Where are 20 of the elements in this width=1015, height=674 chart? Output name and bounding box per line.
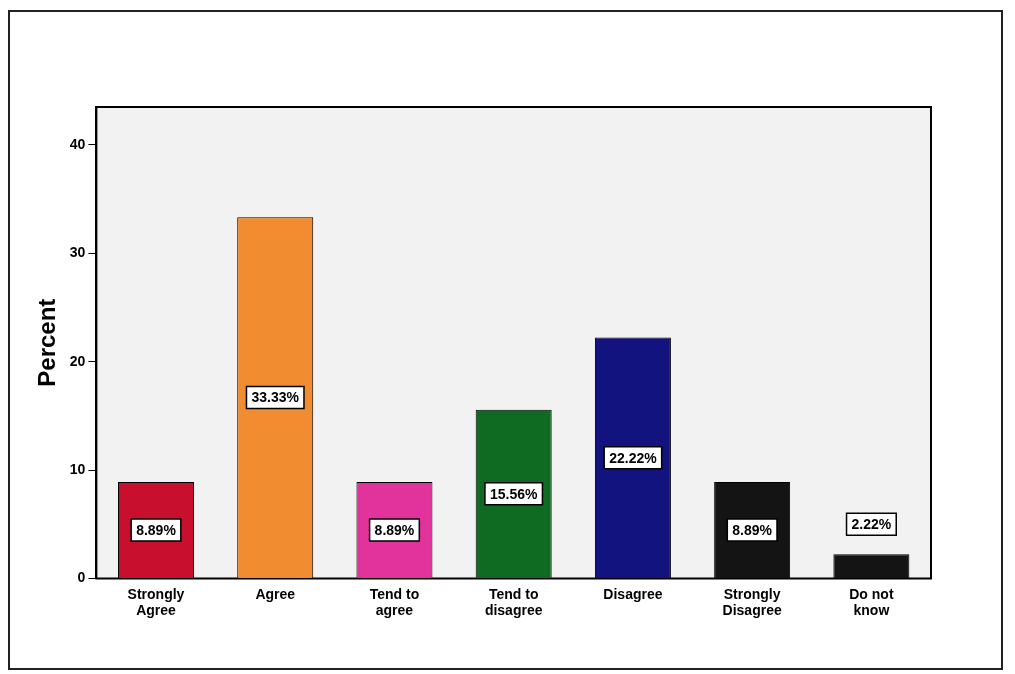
- y-tick-label: 30: [69, 244, 86, 261]
- data-label: 8.89%: [136, 521, 177, 538]
- data-label: 22.22%: [609, 449, 658, 466]
- data-label: 15.56%: [489, 485, 538, 502]
- data-label: 2.22%: [851, 516, 892, 533]
- y-tick-label: 20: [69, 352, 86, 369]
- x-tick-label: Agree: [255, 585, 296, 602]
- x-tick-label: Tend to disagree: [484, 585, 543, 619]
- x-tick-label: Tend to agree: [369, 585, 420, 619]
- y-axis-title: Percent: [33, 298, 61, 387]
- x-tick-label: Strongly Agree: [127, 585, 185, 619]
- data-label: 8.89%: [374, 521, 415, 538]
- x-tick-label: Do not know: [849, 585, 894, 619]
- y-tick-label: 0: [77, 569, 86, 586]
- x-tick-label: Disagree: [603, 585, 663, 602]
- data-label: 8.89%: [732, 521, 773, 538]
- y-tick-label: 40: [69, 135, 86, 152]
- y-tick-label: 10: [69, 460, 86, 477]
- x-tick-label: Strongly Disagree: [722, 585, 782, 619]
- data-label: 33.33%: [251, 389, 300, 406]
